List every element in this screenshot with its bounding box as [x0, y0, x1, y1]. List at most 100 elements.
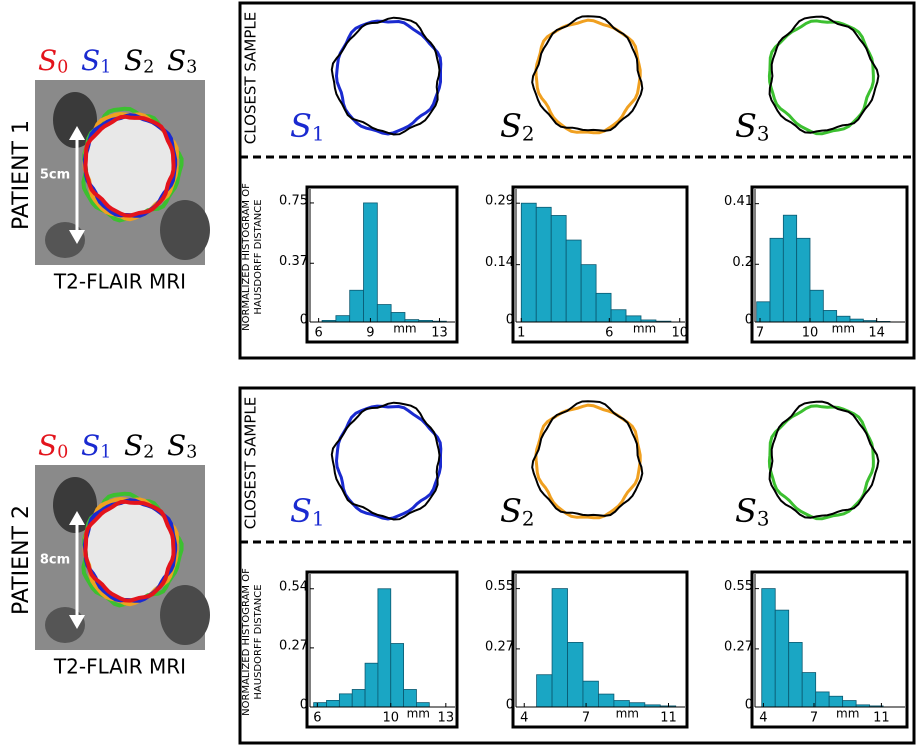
x-tick-label: 7 — [756, 326, 764, 341]
sample-contour — [334, 404, 443, 521]
panel-frame — [238, 386, 916, 745]
bar — [364, 662, 379, 708]
symbol: S0 — [38, 429, 68, 463]
symbol-letter: S — [290, 492, 312, 530]
symbol-subscript: 3 — [757, 122, 770, 145]
symbol: S2 — [500, 492, 535, 530]
symbol: S0 — [38, 44, 68, 78]
symbol-letter: S — [81, 429, 100, 462]
symbol-subscript: 1 — [312, 507, 325, 530]
y-tick-label: 0 — [745, 313, 753, 328]
x-axis-label: mm — [407, 707, 430, 721]
histogram-heading: NORMALIZED HISTOGRAM OF — [241, 183, 252, 331]
symbol-letter: S — [38, 44, 57, 77]
symbol-subscript: 3 — [186, 57, 197, 77]
x-tick-label: 6 — [313, 711, 321, 726]
symbol: S1 — [290, 107, 325, 145]
bar — [595, 292, 612, 323]
chart-frame — [750, 185, 909, 344]
symbol-letter: S — [124, 429, 143, 462]
sample-contour — [334, 19, 443, 136]
bar — [335, 315, 351, 323]
mri-bright — [85, 500, 175, 600]
symbol-letter: S — [38, 429, 57, 462]
histogram-heading: HAUSDORFF DISTANCE — [253, 584, 264, 699]
y-tick-label: 0.37 — [279, 254, 308, 269]
chart-frame — [511, 570, 689, 729]
symbol-subscript: 1 — [312, 122, 325, 145]
x-tick-label: 11 — [660, 711, 677, 726]
scale-label: 8cm — [40, 553, 70, 568]
symbol-letter: S — [167, 429, 186, 462]
chart-frame — [750, 570, 909, 729]
arrow-head — [69, 126, 85, 244]
x-tick-label: 4 — [520, 711, 528, 726]
bar — [598, 693, 615, 708]
mri-dark — [160, 585, 210, 645]
bar — [610, 309, 627, 323]
sample-contour — [768, 400, 880, 519]
x-tick-label: 9 — [366, 326, 374, 341]
bar — [782, 214, 798, 323]
bar — [801, 672, 817, 708]
scale-label: 5cm — [40, 168, 70, 183]
y-tick-label: 0.55 — [724, 579, 753, 594]
bar — [351, 689, 366, 708]
chart-frame — [511, 185, 689, 344]
symbol-letter: S — [735, 107, 757, 145]
bar — [520, 202, 537, 323]
patient-label: PATIENT 2 — [9, 505, 34, 615]
bar — [363, 202, 378, 323]
mri-bright — [85, 115, 175, 215]
symbol: S1 — [81, 44, 111, 78]
bar — [376, 304, 392, 323]
symbol-letter: S — [81, 44, 100, 77]
chart-frame — [305, 185, 459, 344]
x-tick-label: 1 — [517, 326, 525, 341]
y-tick-label: 0.14 — [485, 255, 514, 270]
y-tick-label: 0.2 — [732, 255, 753, 270]
symbol-subscript: 3 — [186, 442, 197, 462]
symbol: S1 — [81, 429, 111, 463]
symbol-letter: S — [500, 492, 522, 530]
mri-dark — [53, 477, 97, 533]
symbol-subscript: 2 — [522, 507, 535, 530]
mri-dark — [53, 92, 97, 148]
panel-frame — [238, 1, 916, 360]
chart-frame — [305, 570, 459, 729]
sample-heading: CLOSEST SAMPLE — [242, 12, 260, 144]
histogram-heading: NORMALIZED HISTOGRAM OF — [241, 568, 252, 716]
arrow-head — [69, 511, 85, 629]
bar — [580, 264, 597, 323]
sample-contour — [330, 16, 441, 136]
x-axis-label: mm — [633, 322, 656, 336]
bar — [535, 206, 552, 323]
symbol-letter: S — [124, 44, 143, 77]
y-tick-label: 0 — [300, 698, 308, 713]
bar — [815, 691, 830, 708]
symbol-letter: S — [290, 107, 312, 145]
bar — [313, 702, 327, 708]
y-tick-label: 0.29 — [485, 194, 514, 209]
patient-label: PATIENT 1 — [9, 120, 34, 230]
bar — [390, 643, 405, 708]
symbol-subscript: 1 — [100, 57, 111, 77]
symbol: S3 — [735, 107, 770, 145]
x-tick-label: 10 — [382, 711, 399, 726]
x-tick-label: 13 — [431, 326, 448, 341]
sample-heading: CLOSEST SAMPLE — [242, 397, 260, 529]
x-tick-label: 7 — [810, 711, 818, 726]
x-tick-label: 7 — [582, 711, 590, 726]
y-tick-label: 0 — [506, 313, 514, 328]
symbol: S3 — [167, 429, 197, 463]
bar — [822, 310, 838, 323]
symbol-subscript: 2 — [143, 57, 154, 77]
x-tick-label: 6 — [605, 326, 613, 341]
bar — [796, 237, 811, 323]
bar — [403, 689, 417, 708]
x-tick-label: 11 — [873, 711, 890, 726]
bar — [761, 588, 776, 708]
bar — [536, 674, 553, 708]
y-tick-label: 0 — [506, 698, 514, 713]
